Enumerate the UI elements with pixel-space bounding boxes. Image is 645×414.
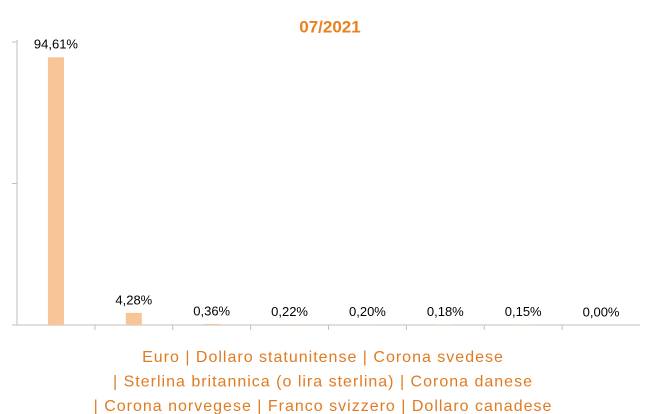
data-label: 0,36% [193,303,230,318]
data-label: 4,28% [115,292,152,307]
caption-line: Euro | Dollaro statunitense | Corona sve… [142,349,504,366]
bar [437,324,454,325]
data-label: 0,15% [505,304,542,319]
data-label: 94,61% [34,37,79,52]
data-label: 0,18% [427,304,464,319]
data-label: 0,22% [271,304,308,319]
chart-title: 07/2021 [299,17,360,36]
caption-line: | Corona norvegese | Franco svizzero | D… [94,398,553,414]
bar [47,57,64,326]
bar [203,323,220,325]
bar [125,312,142,325]
data-label: 0,00% [583,304,620,319]
bar [281,324,298,325]
caption-line: | Sterlina britannica (o lira sterlina) … [113,374,533,391]
bar [359,324,376,325]
data-label: 0,20% [349,304,386,319]
